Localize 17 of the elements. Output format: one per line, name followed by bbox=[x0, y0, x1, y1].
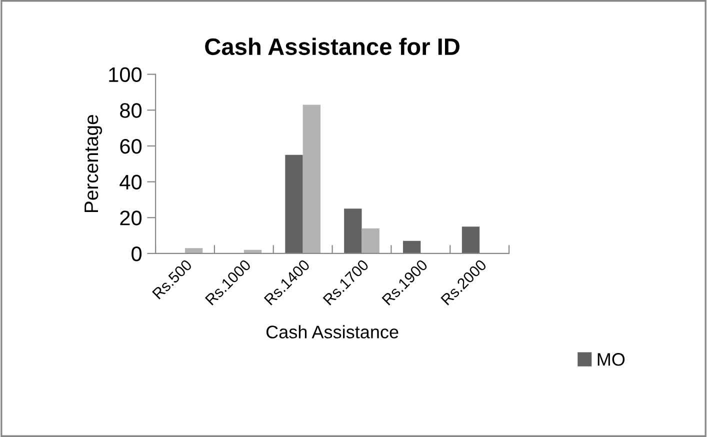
y-tick-label: 20 bbox=[120, 210, 142, 226]
bar bbox=[302, 104, 321, 254]
bar bbox=[285, 154, 303, 254]
y-tick-label: 60 bbox=[120, 138, 142, 154]
chart-title: Cash Assistance for ID bbox=[205, 38, 460, 56]
bar bbox=[462, 226, 480, 254]
x-axis-title: Cash Assistance bbox=[266, 325, 398, 338]
legend-label: MO bbox=[598, 353, 625, 366]
y-axis-title: Percentage bbox=[84, 115, 102, 212]
y-tick-label: 0 bbox=[132, 246, 142, 262]
bar bbox=[402, 240, 421, 254]
y-tick-label: 40 bbox=[120, 174, 142, 190]
bar bbox=[362, 228, 380, 254]
y-tick-label: 80 bbox=[120, 103, 142, 118]
bar bbox=[344, 208, 362, 254]
y-tick-label: 100 bbox=[109, 67, 142, 82]
bar bbox=[185, 248, 203, 254]
